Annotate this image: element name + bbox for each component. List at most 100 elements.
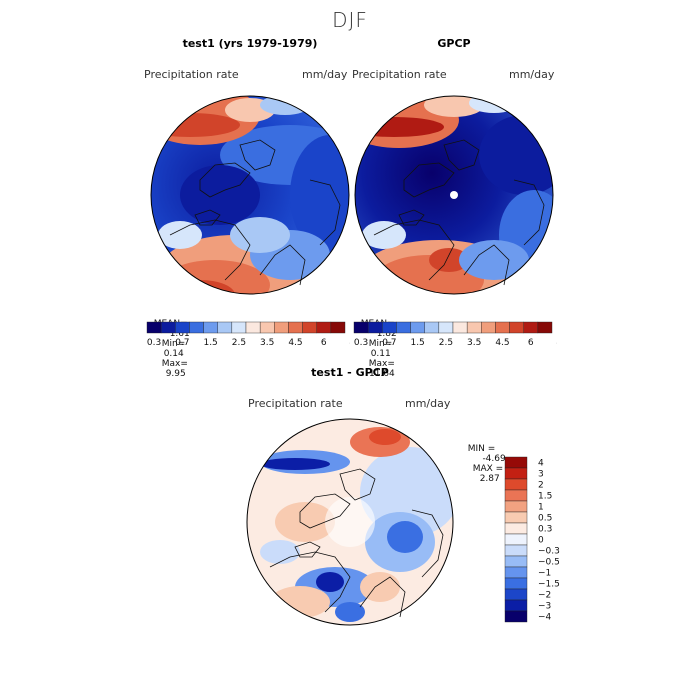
polar-map-gpcp xyxy=(354,95,554,295)
colorbar-swatch xyxy=(504,599,528,612)
panel-3-variable-label: Precipitation rate xyxy=(248,397,343,410)
colorbar-swatch xyxy=(504,544,528,557)
panel-3-max-value: 2.87 xyxy=(479,474,500,484)
colorbar-swatch xyxy=(504,522,528,535)
panel-3-min-label: MIN = xyxy=(467,444,496,454)
colorbar-swatch xyxy=(504,511,528,524)
colorbar-tick-label: 2.5 xyxy=(232,338,246,348)
colorbar-swatch xyxy=(504,610,528,623)
colorbar-swatch xyxy=(504,555,528,568)
colorbar-swatch xyxy=(481,321,496,334)
polar-map-model xyxy=(150,95,350,295)
colorbar-gpcp: 0.3 0.7 1.5 2.5 3.5 4.5 6 8 xyxy=(353,321,557,348)
colorbar-swatch xyxy=(504,588,528,601)
colorbar-tick-label: −1 xyxy=(538,569,551,579)
figure-title: DJF xyxy=(332,8,368,32)
colorbar-swatch xyxy=(438,321,454,334)
colorbar-tick-label: 1.5 xyxy=(538,492,552,502)
colorbar-swatch xyxy=(274,321,289,334)
colorbar-swatch xyxy=(382,321,397,334)
colorbar-swatch xyxy=(353,321,369,334)
colorbar-tick-label: 0.3 xyxy=(147,338,161,348)
panel-2-max-value: 11.64 xyxy=(368,369,395,379)
panel-3-max-label: MAX = xyxy=(472,464,504,474)
colorbar-swatch xyxy=(504,456,528,469)
colorbar-swatch xyxy=(367,321,383,334)
colorbar-tick-label: 8 xyxy=(349,338,350,348)
colorbar-tick-label: 3 xyxy=(538,470,544,480)
colorbar-swatch xyxy=(537,321,553,334)
colorbar-swatch xyxy=(410,321,425,334)
colorbar-model: 0.3 0.7 1.5 2.5 3.5 4.5 6 8 xyxy=(146,321,350,348)
colorbar-tick-label: 1.5 xyxy=(410,338,424,348)
colorbar-swatch xyxy=(259,321,275,334)
panel-2-variable-label: Precipitation rate xyxy=(352,68,447,81)
panel-1-max-value: 9.95 xyxy=(165,369,186,379)
panel-1-min-label: Min= xyxy=(161,339,186,349)
colorbar-tick-label: 0.5 xyxy=(538,514,552,524)
colorbar-swatch xyxy=(509,321,524,334)
colorbar-tick-label: −4 xyxy=(538,613,552,623)
colorbar-tick-label: 6 xyxy=(528,338,534,348)
colorbar-swatch xyxy=(330,321,346,334)
panel-1-max-label: Max= xyxy=(161,359,188,369)
colorbar-swatch xyxy=(203,321,218,334)
colorbar-tick-label: 4.5 xyxy=(495,338,509,348)
panel-title-gpcp: GPCP xyxy=(437,37,471,50)
colorbar-swatch xyxy=(146,321,162,334)
colorbar-tick-label: 0.7 xyxy=(175,338,189,348)
colorbar-tick-label: −3 xyxy=(538,602,551,612)
panel-1-variable-label: Precipitation rate xyxy=(144,68,239,81)
panel-1-mean-value: 1.61 xyxy=(169,329,190,339)
colorbar-swatch xyxy=(245,321,261,334)
colorbar-tick-label: −2 xyxy=(538,591,551,601)
colorbar-tick-label: 4.5 xyxy=(288,338,302,348)
colorbar-swatch xyxy=(504,478,528,491)
panel-3-units-label: mm/day xyxy=(405,397,451,410)
colorbar-swatch xyxy=(396,321,411,334)
colorbar-swatch xyxy=(504,566,528,579)
panel-2-mean-value: 1.82 xyxy=(376,329,397,339)
colorbar-tick-label: 2 xyxy=(538,481,544,491)
colorbar-swatch xyxy=(231,321,247,334)
panel-1-min-value: 0.14 xyxy=(163,349,184,359)
panel-3-min-value: -4.69 xyxy=(482,454,506,464)
colorbar-tick-label: 0.3 xyxy=(354,338,368,348)
panel-2-min-label: Min= xyxy=(368,339,393,349)
colorbar-tick-label: −1.5 xyxy=(538,580,560,590)
panel-2-min-value: 0.11 xyxy=(370,349,391,359)
polar-map-difference xyxy=(246,418,454,626)
colorbar-swatch xyxy=(452,321,468,334)
colorbar-tick-label: −0.5 xyxy=(538,558,560,568)
panel-2-units-label: mm/day xyxy=(509,68,555,81)
colorbar-tick-label: 3.5 xyxy=(467,338,481,348)
colorbar-tick-label: 0.3 xyxy=(538,525,552,535)
colorbar-swatch xyxy=(160,321,176,334)
colorbar-swatch xyxy=(495,321,510,334)
colorbar-swatch xyxy=(504,489,528,502)
colorbar-tick-label: 1.5 xyxy=(203,338,217,348)
colorbar-swatch xyxy=(523,321,539,334)
colorbar-tick-label: 8 xyxy=(556,338,557,348)
colorbar-swatch xyxy=(424,321,440,334)
panel-1-units-label: mm/day xyxy=(302,68,348,81)
colorbar-swatch xyxy=(302,321,317,334)
colorbar-swatch xyxy=(217,321,233,334)
panel-title-difference: test1 - GPCP xyxy=(311,366,389,379)
panel-2-max-label: Max= xyxy=(368,359,395,369)
colorbar-swatch xyxy=(504,577,528,590)
panel-title-model: test1 (yrs 1979-1979) xyxy=(182,37,318,50)
colorbar-tick-label: 3.5 xyxy=(260,338,274,348)
colorbar-tick-label: 4 xyxy=(538,459,544,469)
colorbar-tick-label: −0.3 xyxy=(538,547,560,557)
colorbar-swatch xyxy=(466,321,482,334)
colorbar-swatch xyxy=(504,467,528,480)
colorbar-swatch xyxy=(504,533,528,546)
colorbar-tick-label: 0 xyxy=(538,536,544,546)
colorbar-swatch xyxy=(189,321,204,334)
colorbar-tick-label: 2.5 xyxy=(439,338,453,348)
colorbar-tick-label: 0.7 xyxy=(382,338,396,348)
colorbar-swatch xyxy=(175,321,190,334)
colorbar-swatch xyxy=(504,500,528,513)
